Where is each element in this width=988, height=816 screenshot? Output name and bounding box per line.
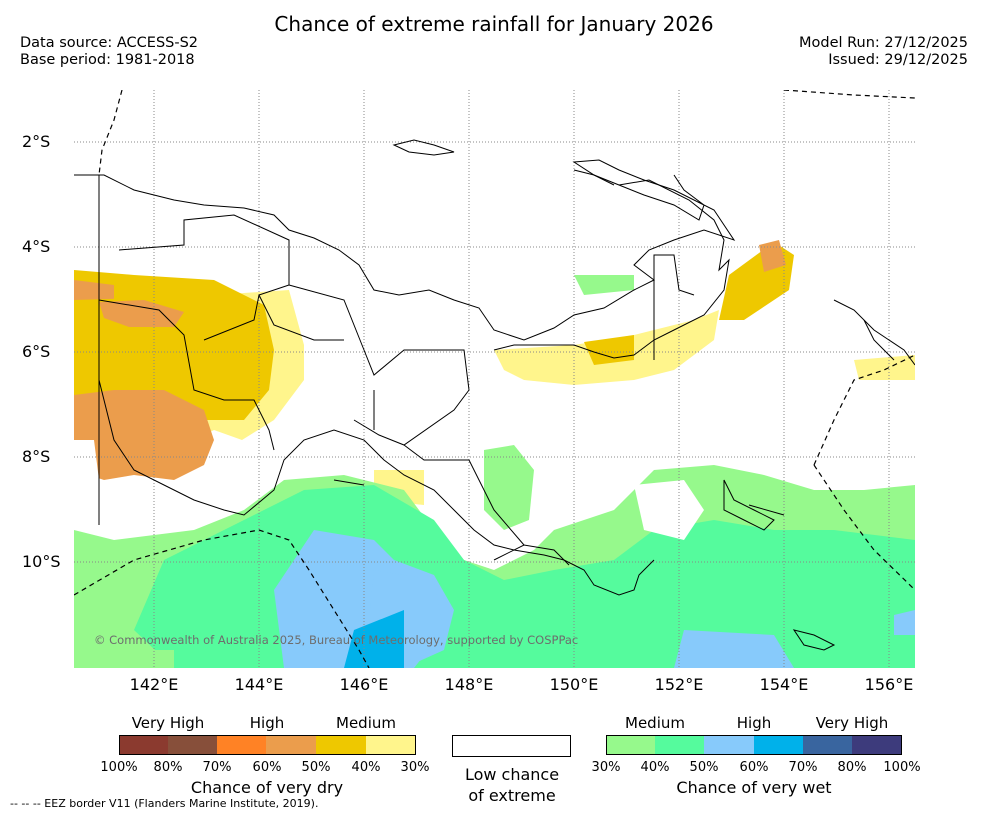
wet-zone	[74, 275, 915, 668]
dry-tick-70: 70%	[202, 760, 232, 775]
dry-tick-50: 50%	[301, 760, 331, 775]
dry-zone	[74, 270, 304, 480]
wet-tick-70: 70%	[788, 760, 818, 775]
low-chance-line2: of extreme	[468, 786, 556, 805]
lon-label-146e: 146°E	[339, 675, 389, 694]
wet-heading-high: High	[736, 714, 772, 732]
dry-tick-100: 100%	[100, 760, 138, 775]
lat-label-2s: 2°S	[22, 132, 51, 151]
copyright-text: © Commonwealth of Australia 2025, Bureau…	[94, 633, 579, 647]
data-source-text: Data source: ACCESS-S2	[20, 35, 199, 51]
base-period-text: Base period: 1981-2018	[20, 52, 195, 68]
lat-label-8s: 8°S	[22, 447, 51, 466]
lat-label-4s: 4°S	[22, 237, 51, 256]
coastline	[74, 139, 915, 651]
dry-tick-60: 60%	[252, 760, 282, 775]
wet-swatch-4	[754, 735, 804, 755]
wet-swatch-2	[655, 735, 705, 755]
lat-label-6s: 6°S	[22, 342, 51, 361]
wet-legend-title: Chance of very wet	[676, 778, 832, 797]
lon-label-150e: 150°E	[549, 675, 599, 694]
dry-swatch-3	[217, 735, 267, 755]
wet-heading-very-high: Very High	[815, 714, 889, 732]
wet-tick-40: 40%	[640, 760, 670, 775]
wet-tick-80: 80%	[837, 760, 867, 775]
map-svg	[74, 90, 915, 668]
dry-swatch-6	[366, 735, 416, 755]
wet-tick-30: 30%	[591, 760, 621, 775]
lon-label-144e: 144°E	[234, 675, 284, 694]
meta-left: Data source: ACCESS-S2 Base period: 1981…	[20, 35, 198, 69]
province-borders	[98, 175, 695, 546]
low-chance-label: Low chance of extreme	[432, 764, 592, 806]
lon-label-152e: 152°E	[654, 675, 704, 694]
dry-heading-high: High	[249, 714, 285, 732]
wet-tick-100: 100%	[883, 760, 921, 775]
dry-swatch-2	[168, 735, 218, 755]
wet-heading-medium: Medium	[625, 714, 685, 732]
graticule	[74, 90, 915, 668]
wet-swatch-6	[852, 735, 902, 755]
dry-swatch-4	[266, 735, 317, 755]
lon-label-142e: 142°E	[129, 675, 179, 694]
wet-tick-50: 50%	[689, 760, 719, 775]
lon-label-154e: 154°E	[759, 675, 809, 694]
low-chance-line1: Low chance	[464, 765, 560, 784]
eez-footnote: -- -- -- EEZ border V11 (Flanders Marine…	[10, 797, 319, 810]
wet-swatch-1	[606, 735, 656, 755]
dry-swatch-1	[119, 735, 169, 755]
dry-heading-very-high: Very High	[131, 714, 205, 732]
eez-border	[74, 90, 915, 668]
map-title: Chance of extreme rainfall for January 2…	[274, 12, 714, 36]
lon-label-148e: 148°E	[444, 675, 494, 694]
dry-legend-title: Chance of very dry	[190, 778, 344, 797]
dry-tick-30: 30%	[400, 760, 430, 775]
lat-label-10s: 10°S	[22, 552, 61, 571]
lon-label-156e: 156°E	[864, 675, 914, 694]
low-chance-zone	[74, 440, 704, 540]
wet-swatch-3	[704, 735, 755, 755]
low-chance-swatch	[452, 735, 571, 757]
map-panel	[74, 90, 915, 668]
dry-tick-80: 80%	[153, 760, 183, 775]
wet-swatch-5	[803, 735, 853, 755]
wet-tick-60: 60%	[739, 760, 769, 775]
meta-right: Model Run: 27/12/2025 Issued: 29/12/2025	[799, 35, 968, 69]
dry-heading-medium: Medium	[336, 714, 396, 732]
dry-swatch-5	[316, 735, 367, 755]
model-run-text: Model Run: 27/12/2025	[798, 35, 968, 51]
dry-tick-40: 40%	[351, 760, 381, 775]
issued-text: Issued: 29/12/2025	[828, 52, 968, 68]
